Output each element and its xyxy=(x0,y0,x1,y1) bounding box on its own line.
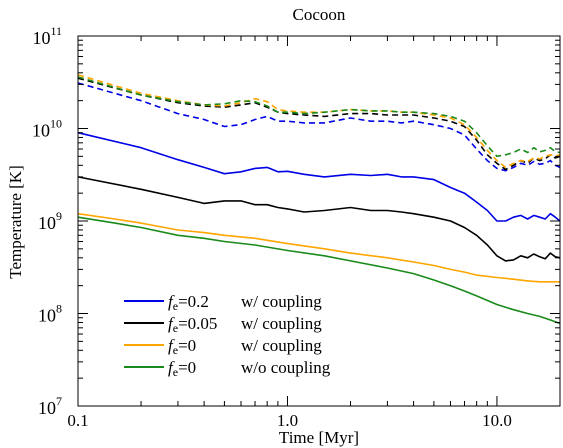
x-tick-label: 1.0 xyxy=(277,411,298,430)
y-tick-label: 109 xyxy=(38,209,62,233)
y-tick-label: 1011 xyxy=(32,24,62,48)
y-axis-label: Temperature [K] xyxy=(6,165,25,279)
series-line-5 xyxy=(77,77,561,171)
x-tick-label: 10.0 xyxy=(482,411,512,430)
series-line-1 xyxy=(77,176,561,262)
x-tick-label: 0.1 xyxy=(67,411,88,430)
y-tick-label: 108 xyxy=(38,302,62,326)
series-line-0 xyxy=(77,131,561,222)
chart-title: Cocoon xyxy=(293,5,346,24)
series-layer xyxy=(77,74,561,325)
series-line-2 xyxy=(77,212,560,283)
series-line-7 xyxy=(77,76,561,158)
legend-label: fe=0 w/ coupling xyxy=(168,336,322,357)
series-line-4 xyxy=(77,82,561,172)
legend-label: fe=0 w/o coupling xyxy=(168,358,331,379)
x-axis-label: Time [Myr] xyxy=(279,428,359,447)
series-line-3 xyxy=(77,216,561,325)
plot-frame xyxy=(77,35,561,407)
ticks-layer: 0.1 1.0 10.0 107 108 109 1010 1011 xyxy=(32,24,560,430)
legend-label: fe=0.05 w/ coupling xyxy=(168,314,322,335)
legend-label: fe=0.2 w/ coupling xyxy=(168,292,322,313)
series-line-6 xyxy=(77,74,561,169)
y-tick-label: 107 xyxy=(38,394,62,418)
y-tick-label: 1010 xyxy=(32,117,62,141)
